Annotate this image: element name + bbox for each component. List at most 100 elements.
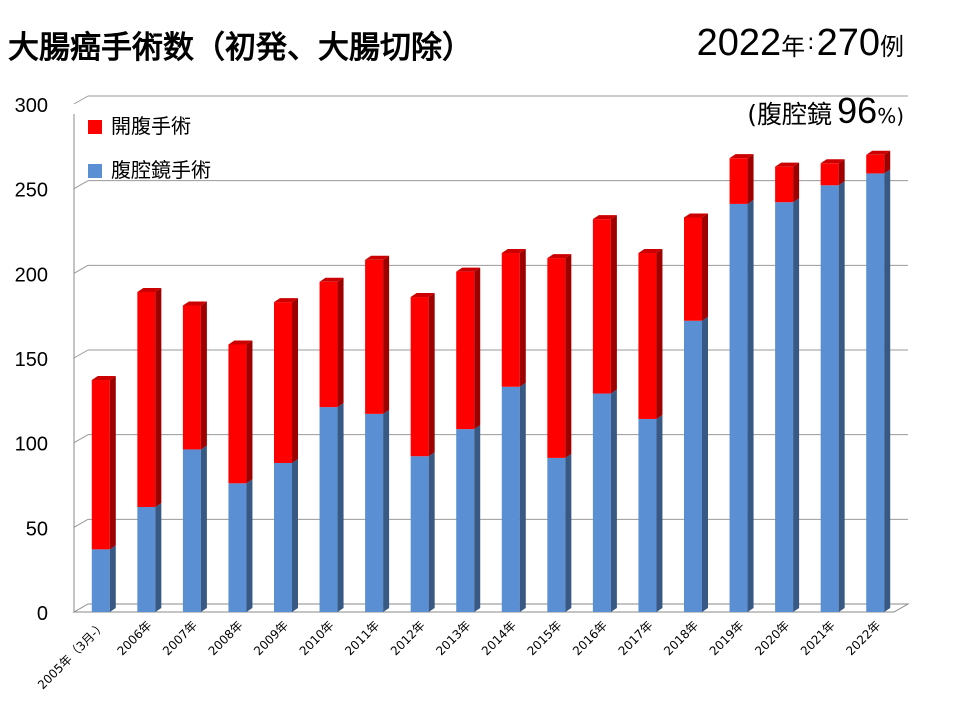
bar-open-front — [729, 158, 748, 204]
x-tick-label: 2014年 — [479, 618, 519, 658]
x-tick-label: 2013年 — [433, 618, 473, 658]
bar-top — [729, 154, 754, 159]
legend-label: 開腹手術 — [111, 114, 191, 138]
y-tick-label: 150 — [15, 349, 48, 371]
bar-top — [684, 213, 708, 218]
bar-top — [182, 301, 207, 306]
bar-top — [775, 162, 800, 167]
y-tick-label: 100 — [15, 434, 48, 456]
x-tick-label: 2019年 — [707, 618, 747, 658]
x-tick-label: 2010年 — [297, 618, 337, 658]
x-tick-label: 2020年 — [752, 618, 792, 658]
bar-laparoscopic-front — [592, 393, 611, 612]
bar-top — [410, 293, 435, 298]
bar-open-front — [182, 305, 201, 450]
total-year-suffix: 年 — [781, 33, 806, 61]
x-tick-label: 2007年 — [160, 618, 200, 658]
x-tick-label: 2021年 — [798, 618, 838, 658]
ratio-value: 96 — [837, 90, 878, 131]
x-tick-label: 2006年 — [114, 618, 154, 658]
bar-open-front — [274, 302, 292, 463]
bar-open-front — [137, 291, 156, 508]
bar-laparoscopic-front — [638, 418, 657, 612]
bar-laparoscopic-side — [565, 453, 572, 612]
bar-open-side — [610, 215, 617, 394]
bar-laparoscopic-side — [109, 545, 116, 612]
bar-open-front — [820, 163, 839, 186]
bar-laparoscopic-front — [866, 173, 885, 612]
bar-laparoscopic-front — [684, 320, 702, 612]
bar-open-side — [565, 254, 572, 458]
gridline-side — [73, 518, 89, 528]
bar-open-side — [428, 293, 435, 457]
bar-laparoscopic-front — [547, 457, 566, 612]
gridline-side — [73, 434, 89, 444]
bar-laparoscopic-front — [137, 507, 156, 612]
total-unit: 例 — [880, 33, 904, 61]
bar-open-side — [793, 162, 800, 203]
bar-open-side — [702, 213, 708, 321]
bar-laparoscopic-front — [729, 203, 748, 612]
bar-top — [91, 376, 116, 381]
bar-top — [866, 150, 891, 155]
bar-laparoscopic-front — [319, 407, 338, 612]
page-title: 大腸癌手術数（初発、大腸切除） — [8, 30, 473, 66]
bar-top — [228, 340, 253, 345]
ratio-unit: %) — [877, 104, 904, 128]
bar-open-side — [200, 301, 207, 450]
y-tick-label: 300 — [15, 95, 48, 117]
bar-laparoscopic-front — [456, 429, 475, 612]
bar-open-side — [292, 298, 298, 463]
bar-top — [820, 159, 845, 164]
bar-open-front — [410, 297, 429, 457]
x-tick-label: 2008年 — [206, 618, 246, 658]
bar-laparoscopic-side — [793, 198, 800, 613]
bar-open-side — [519, 249, 526, 387]
gridline-side — [73, 264, 89, 274]
bar-laparoscopic-side — [838, 181, 845, 612]
bar-open-side — [383, 255, 390, 414]
bar-open-front — [638, 253, 657, 419]
x-tick-label: 2012年 — [388, 618, 428, 658]
bar-laparoscopic-side — [884, 169, 891, 612]
bar-laparoscopic-side — [292, 458, 298, 612]
bar-laparoscopic-side — [246, 479, 253, 612]
bar-laparoscopic-front — [410, 456, 429, 612]
ratio-open-paren: ( — [747, 100, 758, 129]
bar-open-front — [547, 258, 566, 458]
bar-laparoscopic-side — [519, 382, 526, 612]
y-tick-label: 50 — [26, 518, 48, 540]
total-year-number: 2022 — [696, 22, 782, 64]
bar-open-front — [456, 271, 475, 430]
bar-open-side — [884, 150, 891, 174]
legend-label: 腹腔鏡手術 — [111, 158, 211, 182]
bar-open-front — [365, 259, 384, 414]
legend-swatch — [88, 120, 102, 134]
bar-open-front — [684, 217, 702, 321]
bar-laparoscopic-front — [182, 449, 201, 612]
x-tick-label: 2017年 — [616, 618, 656, 658]
bar-laparoscopic-front — [365, 413, 384, 612]
bar-open-side — [656, 249, 663, 419]
x-tick-label: 2022年 — [843, 618, 883, 658]
bar-open-side — [337, 277, 344, 408]
bar-open-side — [109, 376, 116, 550]
ratio-label: 腹腔鏡 — [757, 100, 833, 129]
bar-open-front — [319, 281, 338, 408]
bar-laparoscopic-side — [337, 403, 344, 612]
bar-top — [365, 255, 390, 260]
bar-top — [547, 254, 572, 259]
bar-open-front — [775, 166, 794, 203]
bar-laparoscopic-side — [200, 445, 207, 612]
total-cases: 2022年:270例 — [697, 22, 904, 65]
y-tick-label: 0 — [37, 603, 48, 625]
bar-open-side — [747, 154, 754, 204]
bar-laparoscopic-side — [656, 414, 663, 612]
bar-top — [319, 277, 344, 282]
bar-top — [638, 249, 663, 254]
bar-top — [456, 267, 481, 272]
gridline-side — [73, 349, 89, 359]
bar-laparoscopic-side — [155, 503, 162, 612]
total-colon: : — [807, 30, 815, 55]
bar-laparoscopic-front — [228, 483, 247, 612]
